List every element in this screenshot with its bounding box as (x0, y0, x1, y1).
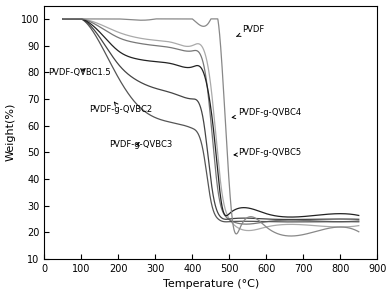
X-axis label: Temperature (°C): Temperature (°C) (163, 279, 259, 289)
Text: PVDF: PVDF (237, 25, 265, 36)
Text: PVDF-g-QVBC2: PVDF-g-QVBC2 (89, 102, 152, 114)
Text: PVDF-g-QVBC5: PVDF-g-QVBC5 (234, 148, 302, 157)
Text: PVDF-g-QVBC4: PVDF-g-QVBC4 (232, 108, 302, 119)
Text: PVDF-QVBC1.5: PVDF-QVBC1.5 (48, 68, 111, 77)
Text: PVDF-g-QVBC3: PVDF-g-QVBC3 (109, 140, 172, 149)
Y-axis label: Weight(%): Weight(%) (5, 103, 16, 161)
